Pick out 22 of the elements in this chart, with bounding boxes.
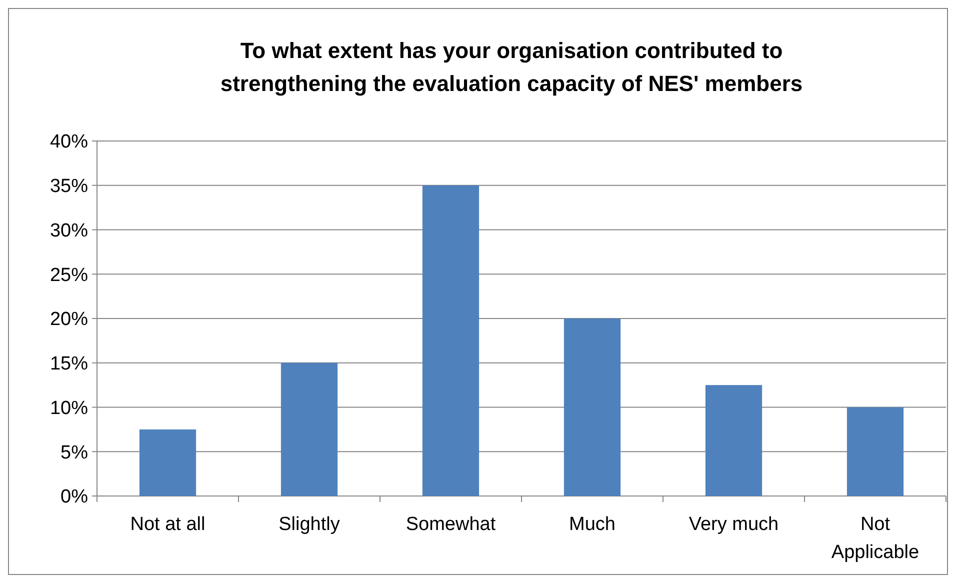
x-tick-label: Much: [569, 514, 616, 535]
x-tick-label: Not Applicable: [831, 514, 920, 563]
x-tick-label: Very much: [688, 514, 779, 535]
y-tick-label: 15%: [50, 354, 88, 375]
y-tick-label: 10%: [50, 398, 88, 419]
chart-title: To what extent has your organisation contributed to strengthening the evaluation capacity of NES' members: [220, 38, 803, 96]
bar: [705, 385, 762, 496]
bar: [280, 362, 338, 496]
y-tick-label: 0%: [60, 486, 88, 508]
y-tick-label: 20%: [50, 309, 88, 330]
y-tick-label: 5%: [60, 442, 88, 464]
y-tick-label: 35%: [50, 176, 88, 198]
y-tick-label: 30%: [50, 220, 88, 242]
y-tick-label: 40%: [50, 132, 88, 153]
x-tick-label: Somewhat: [406, 514, 496, 535]
y-tick-label: 25%: [50, 264, 88, 286]
bar: [846, 407, 904, 496]
bar: [139, 429, 196, 496]
x-tick-label: Not at all: [130, 514, 206, 535]
bar: [422, 185, 480, 496]
bar: [564, 318, 621, 496]
x-tick-label: Slightly: [278, 514, 340, 535]
